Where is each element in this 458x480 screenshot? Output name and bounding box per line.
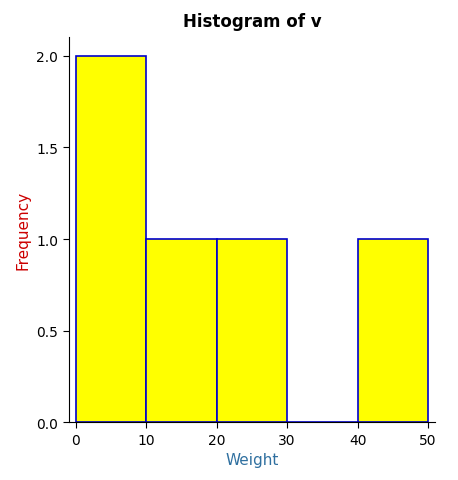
Y-axis label: Frequency: Frequency	[16, 191, 31, 270]
Bar	[358, 240, 428, 422]
Bar	[217, 240, 287, 422]
Bar	[146, 240, 217, 422]
Title: Histogram of v: Histogram of v	[183, 13, 321, 31]
Bar	[76, 57, 146, 422]
X-axis label: Weight: Weight	[225, 452, 278, 467]
